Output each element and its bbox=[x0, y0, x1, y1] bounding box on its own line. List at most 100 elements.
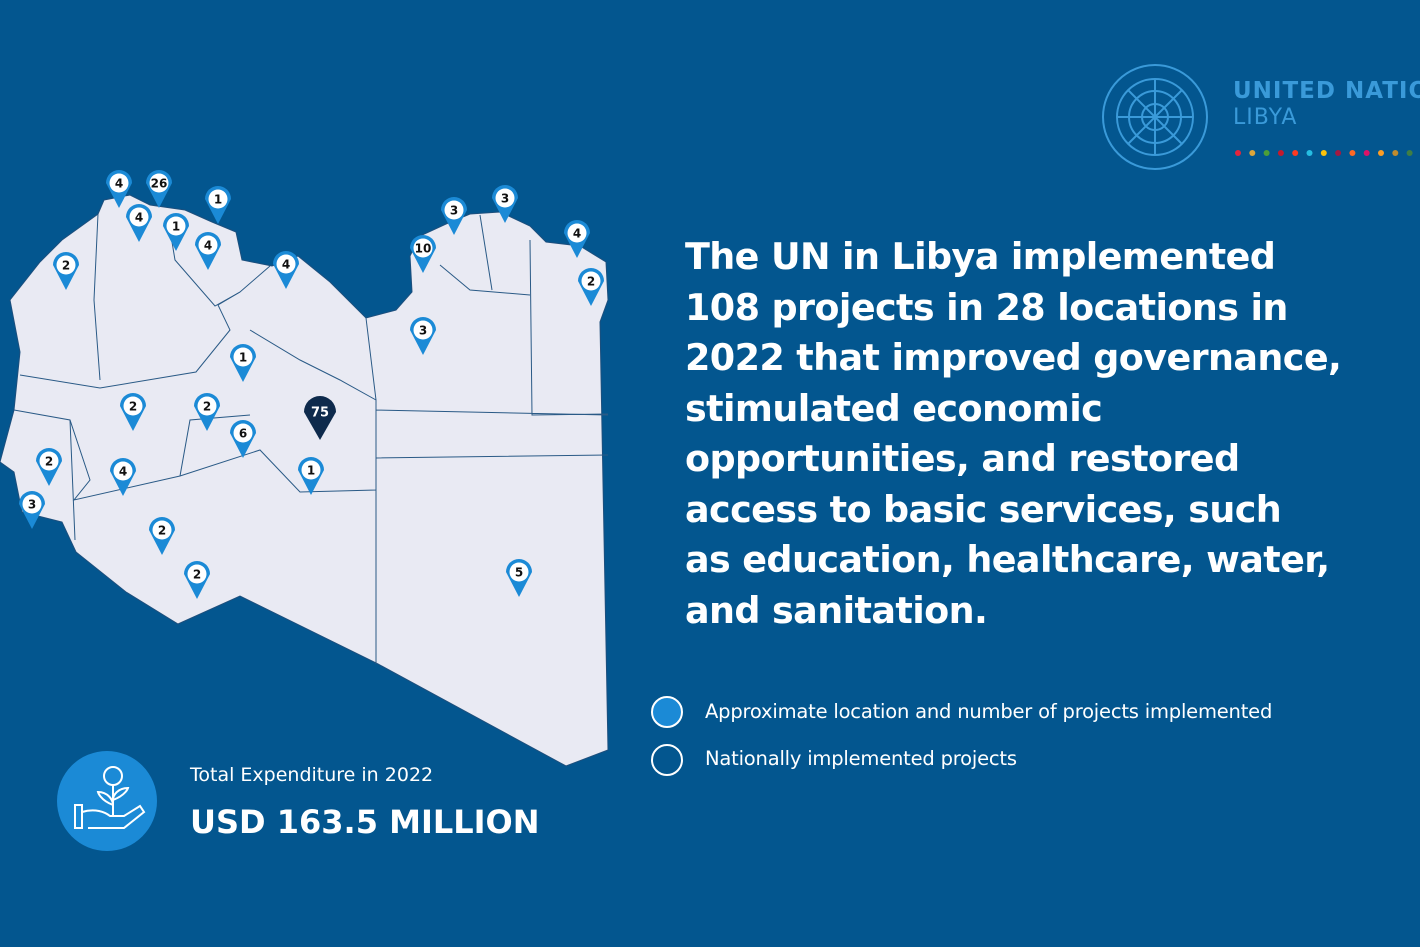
marker-label: 1 bbox=[214, 193, 222, 207]
headline-line: The UN in Libya implemented bbox=[685, 235, 1276, 278]
headline-line: and sanitation. bbox=[685, 588, 988, 632]
map-marker: 3 bbox=[410, 317, 436, 355]
money-plant-icon bbox=[74, 766, 146, 829]
map-marker: 2 bbox=[149, 517, 175, 555]
marker-inner bbox=[113, 461, 133, 481]
marker-label: 4 bbox=[282, 258, 290, 272]
marker-pin bbox=[304, 396, 336, 440]
marker-label: 4 bbox=[204, 239, 212, 253]
marker-inner bbox=[149, 173, 169, 193]
marker-label: 2 bbox=[193, 568, 201, 582]
sdg-dot bbox=[1363, 150, 1370, 156]
map-marker: 6 bbox=[230, 420, 256, 458]
marker-label: 1 bbox=[172, 220, 180, 234]
marker-inner bbox=[301, 460, 321, 480]
marker-inner bbox=[22, 494, 42, 514]
map-marker: 4 bbox=[194, 231, 221, 270]
map-marker: 3 bbox=[441, 197, 467, 235]
marker-label: 3 bbox=[450, 204, 458, 218]
map-marker: 4 bbox=[110, 458, 136, 496]
sdg-dot bbox=[1335, 150, 1342, 156]
map-marker: 1 bbox=[230, 344, 256, 382]
sdg-dot bbox=[1406, 150, 1413, 156]
map-marker: 2 bbox=[36, 448, 62, 486]
marker-inner bbox=[208, 189, 228, 209]
marker-label: 4 bbox=[119, 465, 127, 479]
marker-label: 2 bbox=[62, 259, 70, 273]
marker-label: 26 bbox=[151, 177, 168, 191]
headline-line: stimulated economic bbox=[685, 386, 1103, 430]
marker-inner bbox=[413, 320, 433, 340]
map-marker: 4 bbox=[106, 170, 132, 208]
marker-inner bbox=[123, 396, 143, 416]
map-marker: 1 bbox=[205, 186, 231, 224]
marker-inner bbox=[166, 216, 186, 236]
marker-inner bbox=[509, 562, 529, 582]
legend-marker-project bbox=[651, 696, 683, 728]
marker-label: 75 bbox=[311, 406, 329, 421]
sdg-dots bbox=[1235, 150, 1413, 156]
map-marker: 26 bbox=[146, 170, 172, 208]
sdg-dot bbox=[1249, 150, 1256, 156]
marker-inner bbox=[187, 564, 207, 584]
un-emblem bbox=[1102, 64, 1208, 170]
marker-label: 2 bbox=[129, 400, 137, 414]
marker-label: 4 bbox=[135, 211, 143, 225]
region-borders bbox=[13, 213, 609, 664]
headline-line: access to basic services, such bbox=[685, 487, 1282, 531]
marker-label: 1 bbox=[239, 351, 247, 365]
map-marker: 1 bbox=[298, 457, 324, 495]
marker-inner bbox=[276, 254, 296, 274]
marker-label: 3 bbox=[419, 324, 427, 338]
sdg-dot bbox=[1320, 150, 1327, 156]
marker-label: 3 bbox=[501, 192, 509, 206]
marker-label: 5 bbox=[515, 566, 523, 580]
sdg-dot bbox=[1292, 150, 1299, 156]
map-marker: 3 bbox=[19, 491, 45, 529]
marker-label: 3 bbox=[28, 498, 36, 512]
map-marker: 2 bbox=[184, 561, 210, 599]
sdg-dot bbox=[1277, 150, 1284, 156]
expenditure-label: Total Expenditure in 2022 bbox=[190, 764, 434, 786]
marker-label: 2 bbox=[587, 275, 595, 289]
marker-inner bbox=[233, 423, 253, 443]
headline-line: opportunities, and restored bbox=[685, 437, 1240, 480]
map-marker: 2 bbox=[53, 252, 79, 290]
sdg-dot bbox=[1306, 150, 1313, 156]
marker-inner bbox=[581, 271, 601, 291]
marker-label: 2 bbox=[203, 400, 211, 414]
marker-inner bbox=[198, 235, 218, 255]
legend-marker-national bbox=[651, 744, 683, 776]
map-marker: 10 bbox=[410, 235, 436, 273]
headline-line: 108 projects in 28 locations in bbox=[685, 285, 1288, 329]
map-marker: 3 bbox=[492, 185, 518, 223]
expenditure-value: USD 163.5 MILLION bbox=[190, 803, 540, 841]
marker-inner bbox=[567, 223, 587, 243]
headline: The UN in Libya implemented 108 projects … bbox=[685, 232, 1342, 636]
marker-label: 4 bbox=[573, 227, 581, 241]
map-marker: 2 bbox=[120, 393, 146, 431]
logo-title: UNITED NATIONS bbox=[1233, 78, 1420, 104]
marker-inner bbox=[197, 396, 217, 416]
marker-label: 1 bbox=[307, 464, 315, 478]
sdg-dot bbox=[1378, 150, 1384, 156]
map-marker: 5 bbox=[506, 559, 532, 597]
map-marker: 1 bbox=[163, 213, 189, 251]
map-marker: 2 bbox=[578, 268, 604, 306]
marker-label: 6 bbox=[239, 427, 247, 441]
sdg-dot bbox=[1263, 150, 1270, 156]
marker-inner bbox=[152, 520, 172, 540]
marker-inner bbox=[109, 173, 129, 193]
marker-inner bbox=[233, 347, 253, 367]
marker-inner bbox=[495, 188, 515, 208]
logo-subtitle: LIBYA bbox=[1233, 105, 1298, 130]
marker-label: 10 bbox=[415, 242, 432, 256]
sdg-dot bbox=[1349, 150, 1356, 156]
marker-inner bbox=[56, 255, 76, 275]
map-marker: 4 bbox=[273, 251, 299, 289]
map-marker: 2 bbox=[193, 392, 220, 431]
sdg-dot bbox=[1392, 150, 1399, 156]
map-marker: 4 bbox=[126, 204, 152, 242]
sdg-dot bbox=[1235, 150, 1241, 156]
